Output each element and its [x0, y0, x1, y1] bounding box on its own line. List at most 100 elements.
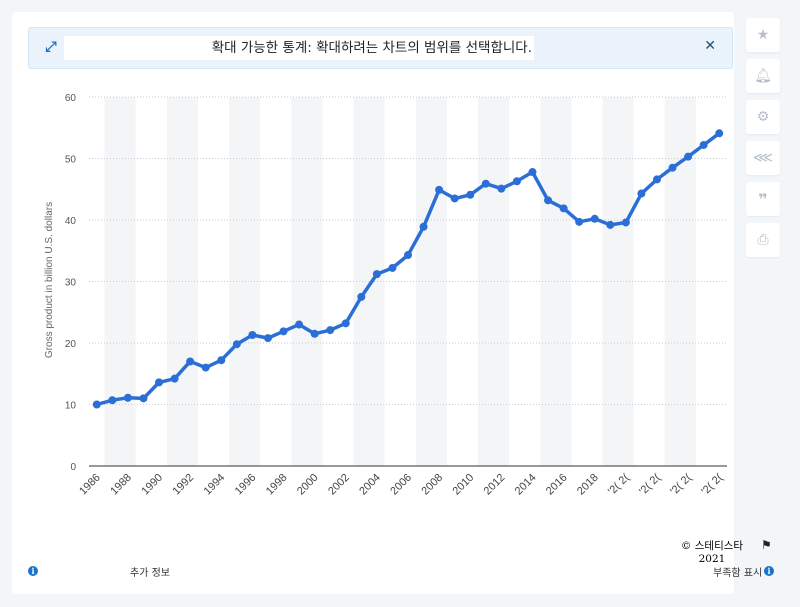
x-tick-label: 1996 — [233, 472, 259, 498]
zoom-banner-message: 확대 가능한 통계: 확대하려는 차트의 범위를 선택합니다. — [64, 36, 534, 60]
star-icon: ★ — [756, 27, 770, 43]
data-point[interactable] — [263, 334, 272, 343]
notification-button[interactable]: 🔔︎ — [746, 59, 780, 93]
gridlines — [89, 96, 727, 405]
data-point[interactable] — [497, 184, 506, 193]
y-tick-label: 40 — [65, 216, 77, 227]
flag-icon[interactable]: ⚑ — [761, 538, 772, 552]
quote-icon: ❞ — [758, 189, 768, 209]
close-icon[interactable]: ✕ — [704, 38, 716, 54]
x-tick-labels: 1986 1988 1990 1992 1994 1996 1998 2000 2002 2004… — [77, 471, 725, 497]
data-point[interactable] — [715, 129, 724, 138]
x-tick-label: 2004 — [357, 472, 383, 498]
x-tick-label: 2012 — [482, 472, 508, 498]
y-axis-label: Gross product in billion U.S. dollars — [44, 202, 55, 358]
data-point[interactable] — [372, 270, 381, 279]
data-point[interactable] — [295, 320, 304, 329]
x-tick-label: 1998 — [264, 472, 290, 498]
toolbar: ★ 🔔︎ ⚙ ⋘ ❞ ⎙ — [746, 18, 780, 264]
share-button[interactable]: ⋘ — [746, 141, 780, 175]
data-point[interactable] — [606, 220, 615, 229]
data-point[interactable] — [450, 194, 459, 203]
data-point[interactable] — [357, 292, 366, 301]
more-info-link[interactable]: 추가 정보 — [130, 568, 170, 579]
data-point[interactable] — [466, 190, 475, 199]
data-point[interactable] — [528, 168, 537, 177]
data-point[interactable] — [590, 214, 599, 223]
data-point[interactable] — [201, 363, 210, 372]
data-point[interactable] — [652, 175, 661, 184]
x-tick-label: 2016 — [544, 472, 570, 498]
x-tick-label: 1990 — [139, 472, 165, 498]
data-point[interactable] — [326, 326, 335, 335]
x-tick-label: 2014 — [513, 472, 539, 498]
bell-icon: 🔔︎ — [754, 68, 772, 84]
x-tick-label: 1992 — [170, 472, 196, 498]
print-icon: ⎙ — [757, 232, 769, 248]
y-tick-label: 10 — [65, 401, 77, 412]
data-point[interactable] — [92, 400, 101, 409]
year-band — [353, 97, 385, 466]
data-point[interactable] — [544, 196, 553, 205]
report-info-icon[interactable]: i — [764, 566, 774, 576]
x-tick-label: '2( 2( — [668, 471, 694, 497]
data-point[interactable] — [684, 152, 693, 161]
x-tick-label: 2000 — [295, 472, 321, 498]
y-tick-label: 20 — [65, 339, 77, 350]
year-bands — [104, 97, 696, 466]
data-point[interactable] — [248, 331, 257, 340]
copyright: © 스테티스타 2021 — [680, 540, 744, 565]
y-tick-label: 30 — [65, 278, 77, 289]
report-link[interactable]: 부족함 표시 — [713, 568, 763, 579]
data-point[interactable] — [575, 217, 584, 226]
x-tick-label: 1986 — [77, 472, 103, 498]
data-point[interactable] — [155, 378, 164, 387]
info-icon[interactable]: i — [28, 566, 38, 576]
data-point[interactable] — [419, 222, 428, 231]
share-icon: ⋘ — [753, 150, 773, 166]
settings-button[interactable]: ⚙ — [746, 100, 780, 134]
data-point[interactable] — [217, 356, 226, 365]
data-point[interactable] — [637, 189, 646, 198]
data-point[interactable] — [341, 319, 350, 328]
data-point[interactable] — [139, 394, 148, 403]
x-tick-label: '2( 2( — [606, 471, 632, 497]
data-points — [92, 129, 724, 409]
x-tick-label: 1988 — [108, 472, 134, 498]
y-tick-label: 50 — [65, 155, 77, 166]
data-point[interactable] — [481, 179, 490, 188]
x-tick-label: 2010 — [451, 472, 477, 498]
x-tick-label: '2( 2( — [699, 471, 725, 497]
expand-icon[interactable]: ⤢ — [45, 39, 57, 55]
data-point[interactable] — [279, 327, 288, 336]
gear-icon: ⚙ — [756, 109, 770, 125]
data-point[interactable] — [512, 177, 521, 186]
y-tick-label: 0 — [70, 462, 76, 473]
data-point[interactable] — [232, 340, 241, 349]
cite-button[interactable]: ❞ — [746, 182, 780, 216]
x-tick-label: '2( 2( — [637, 471, 663, 497]
zoom-banner: ⤢ 확대 가능한 통계: 확대하려는 차트의 범위를 선택합니다. ✕ — [28, 27, 733, 69]
data-point[interactable] — [108, 396, 117, 405]
data-point[interactable] — [699, 140, 708, 149]
data-point[interactable] — [404, 251, 412, 260]
data-point[interactable] — [621, 218, 630, 227]
x-tick-label: 2006 — [388, 472, 414, 498]
x-tick-label: 2008 — [419, 472, 445, 498]
data-point[interactable] — [559, 204, 568, 213]
print-button[interactable]: ⎙ — [746, 223, 780, 257]
data-point[interactable] — [310, 329, 319, 338]
data-point[interactable] — [123, 393, 132, 402]
x-tick-label: 2002 — [326, 472, 352, 498]
year-band — [602, 97, 634, 466]
data-point[interactable] — [435, 185, 444, 194]
y-tick-labels: 0 10 20 30 40 50 60 — [65, 93, 77, 473]
x-tick-label: 1994 — [202, 472, 228, 498]
data-point[interactable] — [186, 357, 195, 366]
data-point[interactable] — [668, 163, 677, 172]
bookmark-button[interactable]: ★ — [746, 18, 780, 52]
data-point[interactable] — [388, 263, 397, 272]
data-point[interactable] — [170, 374, 179, 383]
year-band — [104, 97, 136, 466]
